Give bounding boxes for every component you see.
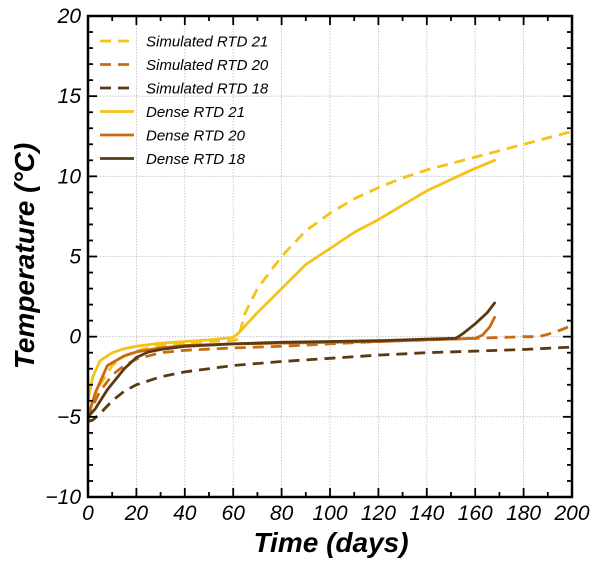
x-tick-label: 120 — [361, 502, 396, 525]
series-line-simulated-rtd-20 — [88, 324, 572, 421]
y-tick-labels: −10 −5 0 5 10 15 20 — [45, 5, 81, 509]
x-tick-label: 200 — [553, 502, 589, 525]
y-tick-label: 5 — [69, 246, 81, 269]
series-line-dense-rtd-18 — [88, 301, 497, 419]
series-lines — [88, 130, 572, 423]
x-tick-label: 160 — [458, 502, 493, 525]
y-tick-label: 10 — [58, 165, 82, 188]
legend-label: Dense RTD 18 — [146, 151, 246, 168]
x-tick-labels: 0 20 40 60 80 100 120 140 160 180 200 — [82, 502, 590, 525]
x-tick-label: 60 — [222, 502, 246, 525]
legend-label: Simulated RTD 18 — [146, 81, 269, 98]
axis-ticks — [87, 15, 573, 498]
legend: Simulated RTD 21 Simulated RTD 20 Simulate… — [100, 34, 269, 168]
y-tick-label: 15 — [58, 85, 82, 108]
x-axis-title: Time (days) — [253, 527, 408, 558]
y-tick-label: 0 — [69, 326, 81, 349]
legend-label: Simulated RTD 21 — [146, 34, 268, 51]
legend-label: Simulated RTD 20 — [146, 57, 269, 74]
x-tick-label: 140 — [409, 502, 444, 525]
y-tick-label: −5 — [57, 406, 81, 429]
y-axis-title: Temperature (°C) — [9, 143, 40, 369]
series-line-simulated-rtd-18 — [88, 345, 572, 423]
x-tick-label: 180 — [506, 502, 541, 525]
legend-label: Dense RTD 20 — [146, 128, 246, 145]
x-tick-label: 100 — [312, 502, 347, 525]
y-tick-label: −10 — [45, 486, 81, 509]
x-tick-label: 40 — [173, 502, 197, 525]
x-tick-label: 20 — [124, 502, 149, 525]
series-line-dense-rtd-21 — [88, 158, 497, 403]
y-tick-label: 20 — [57, 5, 82, 28]
x-tick-label: 80 — [270, 502, 294, 525]
legend-label: Dense RTD 21 — [146, 104, 245, 121]
x-tick-label: 0 — [82, 502, 94, 525]
